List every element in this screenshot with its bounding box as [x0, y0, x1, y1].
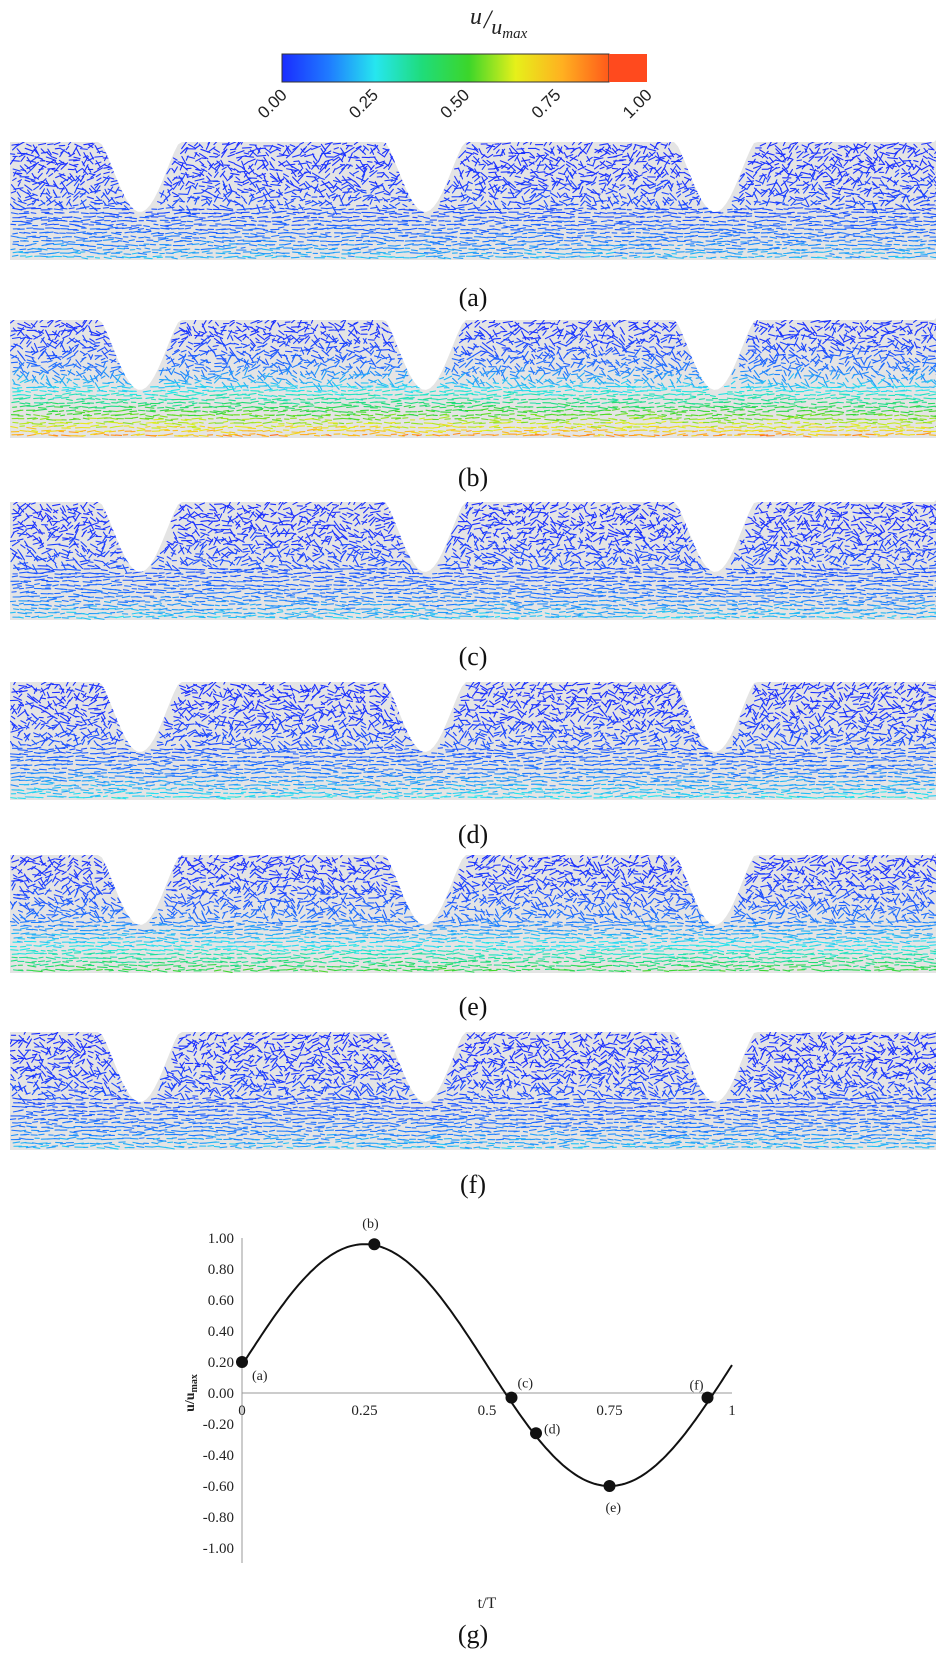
chart-caption: (g) [0, 1620, 946, 1650]
y-tick-label: 0.80 [208, 1262, 234, 1278]
velocity-vectors [10, 500, 936, 620]
y-tick-label: -0.80 [203, 1510, 234, 1526]
x-tick-label: 0 [238, 1403, 246, 1419]
data-point [368, 1238, 381, 1251]
colorbar-svg: u/umax 0.00 0.25 0.50 0.75 1.00 [254, 4, 656, 122]
velocity-vectors [10, 853, 936, 973]
vector-field [10, 1030, 936, 1150]
panel-caption-a: (a) [0, 283, 946, 313]
channel-wall [10, 140, 936, 212]
y-tick-label: 0.20 [208, 1355, 234, 1371]
point-label: (c) [518, 1377, 534, 1392]
colorbar-tick-label: 1.00 [619, 85, 656, 122]
panel-caption-b: (b) [0, 463, 946, 493]
data-point [603, 1480, 616, 1492]
point-label: (a) [252, 1369, 268, 1384]
colorbar-ticks: 0.00 0.25 0.50 0.75 1.00 [254, 85, 656, 122]
vector-field [10, 853, 936, 973]
velocity-panel-a [10, 140, 936, 260]
point-label: (d) [544, 1422, 561, 1437]
x-tick-label: 0.25 [351, 1403, 377, 1419]
channel-wall [10, 853, 936, 925]
y-tick-label: -0.20 [203, 1417, 234, 1433]
y-axis-label: u/umax [183, 1374, 200, 1412]
chart-svg: 1.00 0.80 0.60 0.40 0.20 0.00 -0.20 -0.40 -0.60 -… [183, 1217, 736, 1612]
data-point [236, 1356, 248, 1368]
x-tick-label: 0.5 [478, 1403, 497, 1419]
vector-field [10, 500, 936, 620]
channel-wall [10, 500, 936, 572]
colorbar-tick-label: 0.00 [254, 85, 291, 122]
channel-wall [10, 318, 936, 390]
point-label: (b) [362, 1217, 379, 1232]
velocity-panel-f [10, 1030, 936, 1150]
y-tick-label: 1.00 [208, 1231, 234, 1247]
colorbar-title: u/umax [470, 4, 528, 42]
y-tick-label: 0.40 [208, 1324, 234, 1340]
series-line [241, 1243, 733, 1488]
velocity-vectors [10, 1030, 936, 1150]
colorbar-tick-label: 0.75 [528, 85, 565, 122]
velocity-vectors [10, 140, 936, 260]
velocity-panel-d [10, 680, 936, 800]
data-point [530, 1427, 542, 1440]
y-tick-label: 0.60 [208, 1293, 234, 1309]
velocity-panel-c [10, 500, 936, 620]
vector-field [10, 680, 936, 800]
point-label: (e) [606, 1501, 622, 1516]
velocity-panel-b [10, 318, 936, 438]
y-tick-label: -0.60 [203, 1479, 234, 1495]
velocity-panel-e [10, 853, 936, 973]
channel-wall [10, 1030, 936, 1102]
panel-caption-c: (c) [0, 642, 946, 672]
panel-caption-f: (f) [0, 1170, 946, 1200]
channel-wall [10, 680, 936, 752]
x-tick-label: 0.75 [596, 1403, 622, 1419]
colorbar: u/umax 0.00 0.25 0.50 0.75 1.00 [0, 0, 946, 150]
y-tick-label: -0.40 [203, 1448, 234, 1464]
point-label: (f) [690, 1379, 704, 1394]
x-tick-label: 1 [728, 1403, 736, 1419]
colorbar-tick-label: 0.50 [436, 85, 473, 122]
colorbar-top-segment [609, 54, 647, 82]
velocity-vectors [10, 680, 936, 800]
colorbar-tick-label: 0.25 [345, 85, 382, 122]
panel-caption-e: (e) [0, 992, 946, 1022]
colorbar-gradient [281, 53, 610, 83]
vector-field [10, 318, 936, 438]
y-tick-label: -1.00 [203, 1541, 234, 1557]
x-axis-label: t/T [478, 1595, 497, 1612]
velocity-chart: 1.00 0.80 0.60 0.40 0.20 0.00 -0.20 -0.40 -0.60 -… [170, 1208, 770, 1638]
data-point [505, 1391, 518, 1404]
panel-caption-d: (d) [0, 820, 946, 850]
data-point [701, 1391, 714, 1404]
y-tick-label: 0.00 [208, 1386, 234, 1402]
vector-field [10, 140, 936, 260]
